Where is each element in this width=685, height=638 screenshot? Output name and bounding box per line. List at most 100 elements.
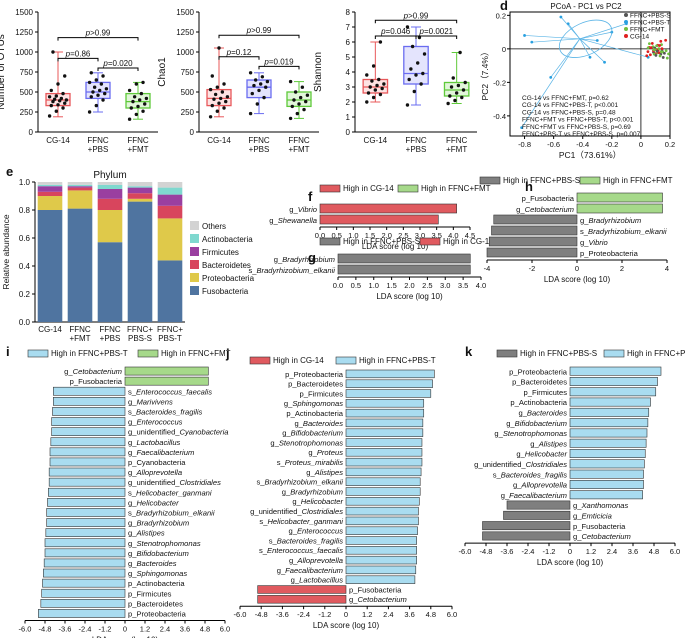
taxon-label: g_Bacteroides xyxy=(128,559,177,568)
data-point xyxy=(141,109,145,113)
x-tick-label: 4.8 xyxy=(200,625,210,634)
taxon-label: g_Vibrio xyxy=(289,205,317,214)
data-point xyxy=(295,111,300,116)
taxon-label: p_Proteobacteria xyxy=(285,370,344,379)
panel-e: e Phylum 0.0 0.2 0.4 0.6 0.8 1.0 Relative abunda… xyxy=(1,164,255,343)
lda-bar xyxy=(493,214,578,225)
legend-swatch xyxy=(249,356,271,365)
data-point xyxy=(94,103,99,108)
x-tick-label: +FMT xyxy=(288,145,309,154)
taxon-label: g_Lactobacillus xyxy=(128,438,181,447)
data-point xyxy=(382,82,386,86)
legend-label: Others xyxy=(202,222,226,231)
pcoa-point xyxy=(655,49,659,53)
lda-bar xyxy=(345,555,417,565)
significance-bracket xyxy=(415,35,458,39)
box xyxy=(403,45,429,85)
data-point xyxy=(370,79,374,83)
data-point xyxy=(458,50,462,55)
lda-bar xyxy=(52,407,126,416)
pcoa-spider-line xyxy=(579,38,649,58)
lda-bar xyxy=(47,497,126,507)
data-point xyxy=(448,94,452,98)
data-point xyxy=(456,83,461,88)
legend-label: High in CG-14 xyxy=(343,184,394,193)
lda-bar xyxy=(345,506,419,516)
x-tick-label: -1.2 xyxy=(543,547,556,556)
y-tick-label: 2 xyxy=(346,98,351,107)
data-point xyxy=(134,82,139,86)
data-point xyxy=(300,85,305,89)
x-tick-label: 4.8 xyxy=(426,610,436,619)
lda-bar xyxy=(337,264,471,275)
lda-bar xyxy=(51,417,126,426)
y-tick-label: 0 xyxy=(346,128,351,137)
data-point xyxy=(293,90,298,94)
pcoa-spider-line xyxy=(579,38,605,63)
pcoa-point xyxy=(648,53,652,57)
data-point xyxy=(260,75,265,79)
data-point xyxy=(49,88,53,93)
lda-bar xyxy=(257,595,347,604)
taxon-label: g_Alloprevotella xyxy=(128,468,182,477)
stacked-bar-segment xyxy=(67,186,93,188)
lda-bar xyxy=(40,598,126,608)
data-point xyxy=(405,25,410,29)
x-axis-label: PC1（73.61%） xyxy=(559,150,621,160)
x-tick-label: 2.4 xyxy=(607,547,617,556)
taxon-label: p_Actinobacteria xyxy=(128,579,185,588)
taxon-label: g_Bifidobacterium xyxy=(282,429,343,438)
y-tick-label: 0 xyxy=(190,128,195,137)
lda-bar xyxy=(345,477,421,486)
taxon-label: p_Fusobacteria xyxy=(573,522,626,531)
taxon-label: g_unidentified_Cyanobacteria xyxy=(128,428,228,437)
y-tick-label: 5 xyxy=(346,53,351,62)
y-tick-label: 250 xyxy=(20,108,34,117)
pcoa-point xyxy=(663,51,666,55)
data-point xyxy=(305,93,310,97)
lda-bar xyxy=(569,397,651,407)
data-point xyxy=(255,102,260,106)
panel-c: c012345678ShannonCG-14FFNC+PBSFFNC+FMTp>… xyxy=(313,0,477,154)
lda-bar xyxy=(49,457,126,467)
panel-g: g High in FFNC+PBS-S High in CG-14 g_Bradyr… xyxy=(248,237,494,301)
data-point xyxy=(454,91,459,95)
panel-f: f High in CG-14 High in FFNC+FMT g_Vibrio g_… xyxy=(269,184,490,251)
significance-bracket xyxy=(258,65,300,70)
data-point xyxy=(213,92,218,97)
y-tick-label: 3 xyxy=(346,83,351,92)
lda-bar xyxy=(44,538,126,548)
data-point xyxy=(57,99,62,103)
legend-marker xyxy=(624,27,628,31)
data-point xyxy=(264,85,268,89)
x-tick-label: 2.4 xyxy=(160,625,170,634)
y-tick-label: 500 xyxy=(20,88,34,97)
data-point xyxy=(59,96,64,101)
panel-label: f xyxy=(308,189,313,204)
taxon-label: g_Marivivens xyxy=(128,397,173,406)
data-point xyxy=(101,98,105,102)
data-point xyxy=(104,87,109,91)
lda-bar xyxy=(41,588,126,598)
data-point xyxy=(51,50,55,54)
panel-a: a 0 250 500 750 1000 1250 1500 Number of OTUs CG-… xyxy=(0,0,158,154)
y-tick-label: 1250 xyxy=(15,28,33,37)
data-point xyxy=(414,73,418,77)
x-tick-label: 4.8 xyxy=(649,547,659,556)
stat-label: CG-14 vs FFNC+PBS-S, p=0.48 xyxy=(522,109,616,116)
legend-label: Bacteroidetes xyxy=(202,261,251,270)
x-axis-label: LDA score (log 10) xyxy=(313,621,380,630)
x-tick-label: -2.4 xyxy=(79,625,92,634)
taxon-label: g_Alistipes xyxy=(128,529,165,538)
data-point xyxy=(248,71,253,75)
lda-bar xyxy=(345,575,416,584)
stacked-bar-segment xyxy=(67,187,93,191)
data-point xyxy=(63,74,67,78)
taxon-label: g_Sphingomonas xyxy=(284,399,343,408)
x-tick-label: -1.2 xyxy=(318,610,331,619)
data-point xyxy=(96,93,100,97)
x-tick-label: FFNC+ xyxy=(127,325,153,334)
stacked-bar-segment xyxy=(37,184,63,187)
data-point xyxy=(460,95,464,100)
